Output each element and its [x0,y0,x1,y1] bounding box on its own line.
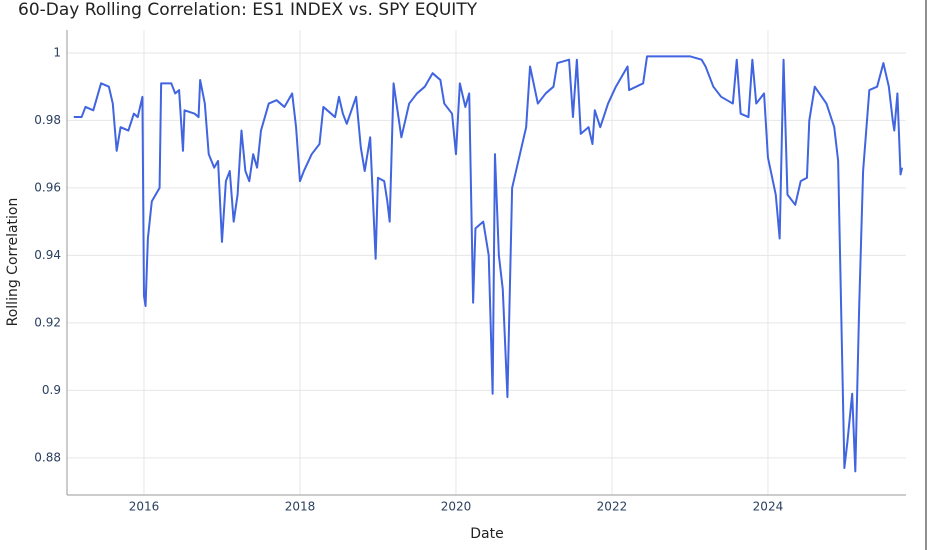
y-tick-label: 0.88 [34,450,61,464]
y-tick-label: 0.94 [34,248,61,262]
x-axis-label: Date [470,526,503,542]
y-axis-label: Rolling Correlation [5,198,21,327]
x-tick-label: 2018 [285,500,316,514]
y-tick-label: 1 [53,45,61,59]
y-tick-label: 0.98 [34,113,61,127]
x-tick-label: 2016 [129,500,160,514]
x-tick-label: 2022 [597,500,628,514]
y-tick-label: 0.96 [34,180,61,194]
y-tick-label: 0.92 [34,315,61,329]
y-tick-label: 0.9 [42,383,61,397]
chart-title: 60-Day Rolling Correlation: ES1 INDEX vs… [18,0,478,20]
x-tick-label: 2024 [753,500,784,514]
x-tick-label: 2020 [441,500,472,514]
data-line [73,55,904,473]
